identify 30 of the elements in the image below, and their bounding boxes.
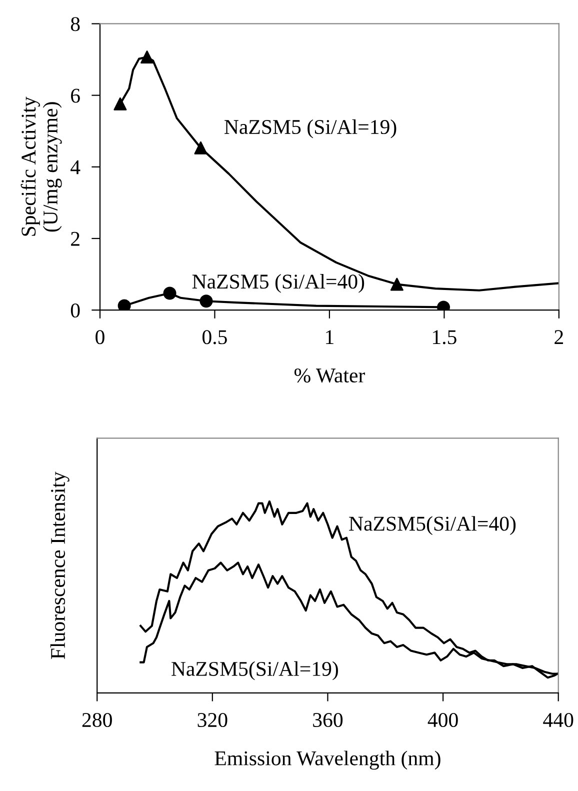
x-axis-title: % Water bbox=[294, 368, 365, 383]
y-tick-label: 0 bbox=[70, 303, 80, 318]
x-tick-label: 360 bbox=[313, 712, 343, 728]
y-axis-title: Fluorescence Intensity bbox=[50, 472, 70, 659]
series-label: NaZSM5(Si/Al=40) bbox=[349, 516, 516, 535]
y-tick-label: 8 bbox=[70, 17, 80, 32]
y-tick-label: 6 bbox=[71, 88, 80, 103]
x-tick-label: 280 bbox=[82, 712, 112, 728]
point bbox=[163, 286, 176, 300]
series-label: NaZSM5(Si/Al=19) bbox=[172, 661, 338, 680]
point bbox=[140, 50, 154, 64]
point bbox=[114, 97, 127, 110]
x-tick-label: 320 bbox=[198, 712, 228, 728]
series-label: NaZSM5 (Si/Al=40) bbox=[192, 274, 364, 293]
x-tick-label: 0.5 bbox=[202, 330, 227, 344]
x-tick-label: 400 bbox=[428, 712, 458, 728]
x-tick-label: 0 bbox=[96, 330, 104, 344]
point bbox=[118, 299, 131, 310]
x-axis-title: Emission Wavelength (nm) bbox=[214, 750, 440, 770]
point bbox=[194, 141, 208, 154]
series-label: NaZSM5 (Si/Al=19) bbox=[224, 119, 396, 138]
point bbox=[200, 294, 213, 308]
x-tick-label: 440 bbox=[543, 712, 574, 728]
x-tick-label: 2 bbox=[554, 330, 563, 344]
y-axis-title: Specific Activity (U/mg enzyme) bbox=[20, 96, 62, 236]
x-tick-label: 1.5 bbox=[433, 330, 456, 344]
y-tick-label: 2 bbox=[71, 232, 80, 246]
y-tick-label: 4 bbox=[70, 160, 80, 174]
point bbox=[390, 278, 404, 291]
x-tick-label: 1 bbox=[326, 330, 334, 344]
